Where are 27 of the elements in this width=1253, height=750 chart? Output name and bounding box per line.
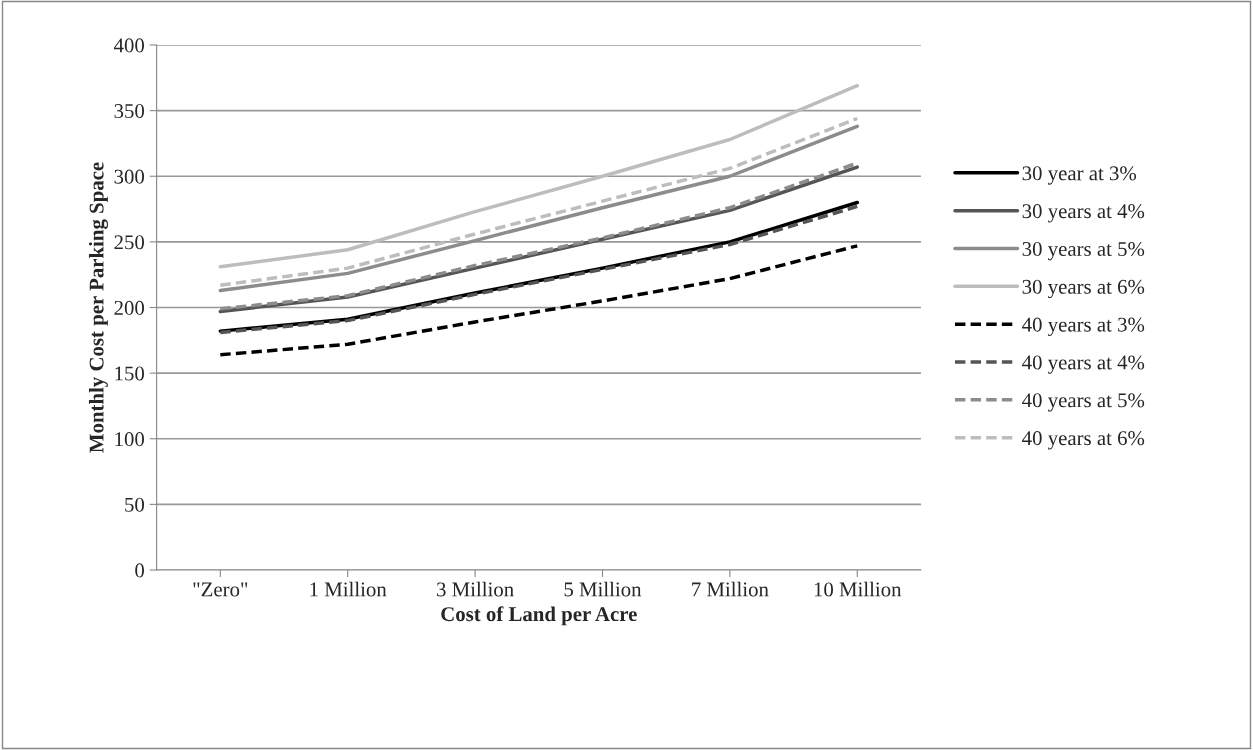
legend-label: 30 years at 4% <box>1022 204 1145 223</box>
legend-label: 40 years at 3% <box>1022 317 1145 336</box>
x-axis-title: Cost of Land per Acre <box>441 606 637 626</box>
y-axis-title: Monthly Cost per Parking Space <box>88 162 109 453</box>
legend-label: 30 years at 5% <box>1022 241 1145 261</box>
y-tick-label: 250 <box>114 235 145 250</box>
x-tick-label: 7 Million <box>692 581 769 597</box>
legend-label: 30 year at 3% <box>1022 166 1137 185</box>
x-tick-label: 3 Million <box>437 581 514 597</box>
y-tick-label: 100 <box>115 432 145 447</box>
legend-label: 40 years at 5% <box>1022 393 1145 412</box>
line-series <box>218 83 859 269</box>
x-tick-label: 5 Million <box>564 581 642 597</box>
y-tick-label: 350 <box>114 104 145 119</box>
legend-label: 30 years at 6% <box>1022 279 1145 299</box>
y-tick-label: 400 <box>113 38 145 53</box>
legend-label: 40 years at 4% <box>1022 355 1145 374</box>
legend-label: 40 years at 6% <box>1022 431 1145 450</box>
y-tick-label: 150 <box>115 366 145 381</box>
y-tick-label: 300 <box>114 169 145 184</box>
y-tick-label: 200 <box>114 300 145 315</box>
x-tick-label: 1 Million <box>310 581 387 597</box>
line-series <box>218 244 859 357</box>
x-tick-label: "Zero" <box>193 582 248 597</box>
x-tick-label: 10 Million <box>814 581 902 597</box>
y-tick-label: 0 <box>135 563 145 578</box>
y-tick-label: 50 <box>125 497 145 512</box>
